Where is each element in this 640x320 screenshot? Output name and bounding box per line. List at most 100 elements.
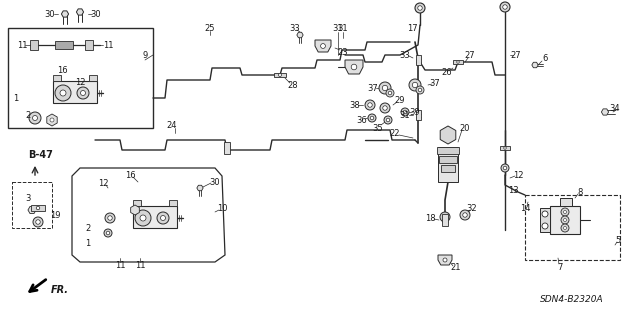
- Text: 31: 31: [333, 23, 343, 33]
- Circle shape: [36, 206, 40, 210]
- Text: 16: 16: [125, 171, 135, 180]
- Circle shape: [105, 213, 115, 223]
- Text: 1: 1: [13, 93, 19, 102]
- Text: 27: 27: [511, 51, 522, 60]
- Circle shape: [81, 91, 86, 95]
- Text: 2: 2: [26, 110, 31, 119]
- Circle shape: [278, 74, 282, 76]
- Circle shape: [412, 82, 418, 88]
- Bar: [415, 110, 420, 120]
- Bar: [133, 200, 141, 206]
- Circle shape: [368, 114, 376, 122]
- Circle shape: [409, 79, 421, 91]
- Circle shape: [370, 116, 374, 120]
- Bar: [53, 75, 61, 81]
- Polygon shape: [61, 11, 68, 17]
- Bar: [55, 41, 73, 49]
- Bar: [274, 73, 286, 77]
- Text: 19: 19: [50, 211, 60, 220]
- Polygon shape: [315, 40, 331, 52]
- Text: 5: 5: [616, 236, 621, 244]
- Text: 13: 13: [508, 186, 518, 195]
- Circle shape: [418, 6, 422, 10]
- Text: 37: 37: [367, 84, 378, 92]
- Text: 7: 7: [557, 263, 563, 273]
- Text: 27: 27: [465, 51, 476, 60]
- Polygon shape: [532, 62, 538, 68]
- Polygon shape: [440, 126, 456, 144]
- Text: 29: 29: [395, 95, 405, 105]
- Polygon shape: [47, 114, 57, 126]
- Text: 11: 11: [135, 260, 145, 269]
- Text: 31: 31: [400, 110, 410, 119]
- Text: 2: 2: [85, 223, 91, 233]
- Circle shape: [561, 224, 569, 232]
- Circle shape: [561, 216, 569, 224]
- Circle shape: [104, 229, 112, 237]
- Text: 31: 31: [338, 23, 348, 33]
- Circle shape: [33, 116, 38, 121]
- Circle shape: [55, 85, 71, 101]
- Circle shape: [77, 87, 89, 99]
- Polygon shape: [72, 168, 225, 262]
- Circle shape: [460, 210, 470, 220]
- Text: 25: 25: [205, 23, 215, 33]
- Bar: [12, 182, 52, 228]
- Text: 34: 34: [610, 103, 620, 113]
- Circle shape: [561, 208, 569, 216]
- Circle shape: [386, 89, 394, 97]
- Circle shape: [108, 216, 112, 220]
- Text: 11: 11: [17, 41, 28, 50]
- Circle shape: [382, 85, 388, 91]
- Text: 28: 28: [288, 81, 298, 90]
- Text: 18: 18: [425, 213, 435, 222]
- Circle shape: [33, 217, 43, 227]
- Text: 37: 37: [429, 78, 440, 87]
- Circle shape: [542, 211, 548, 217]
- Text: 22: 22: [390, 129, 400, 138]
- Bar: [525, 195, 620, 260]
- Bar: [89, 75, 97, 81]
- Bar: [441, 165, 455, 172]
- Text: 10: 10: [217, 204, 227, 212]
- Text: 23: 23: [338, 47, 348, 57]
- Text: B-47: B-47: [28, 150, 53, 160]
- Circle shape: [383, 106, 387, 110]
- Bar: [53, 81, 97, 103]
- Text: 32: 32: [467, 204, 477, 212]
- Circle shape: [379, 82, 391, 94]
- Text: 20: 20: [460, 124, 470, 132]
- Circle shape: [563, 219, 566, 221]
- Text: 3: 3: [26, 194, 31, 203]
- Circle shape: [457, 61, 460, 63]
- Polygon shape: [76, 9, 84, 15]
- Text: 16: 16: [57, 66, 67, 75]
- Text: 30: 30: [210, 178, 220, 187]
- Circle shape: [60, 90, 66, 96]
- Polygon shape: [197, 185, 203, 191]
- Circle shape: [443, 258, 447, 262]
- Bar: [224, 142, 230, 154]
- Bar: [437, 147, 459, 154]
- Text: 39: 39: [410, 108, 420, 116]
- Circle shape: [351, 64, 357, 70]
- Circle shape: [386, 118, 390, 122]
- Text: 38: 38: [349, 100, 360, 109]
- Circle shape: [36, 220, 40, 224]
- Text: 11: 11: [103, 41, 113, 50]
- Bar: [169, 200, 177, 206]
- Polygon shape: [131, 205, 140, 215]
- Text: 12: 12: [75, 77, 85, 86]
- Bar: [550, 206, 580, 234]
- Bar: [438, 147, 458, 182]
- Circle shape: [563, 227, 566, 229]
- Text: 30: 30: [45, 10, 55, 19]
- Polygon shape: [28, 206, 36, 213]
- Text: 17: 17: [408, 23, 418, 33]
- Circle shape: [106, 231, 110, 235]
- Circle shape: [380, 103, 390, 113]
- Polygon shape: [345, 60, 363, 74]
- Text: 9: 9: [142, 51, 148, 60]
- Circle shape: [503, 166, 507, 170]
- Text: 26: 26: [442, 68, 452, 76]
